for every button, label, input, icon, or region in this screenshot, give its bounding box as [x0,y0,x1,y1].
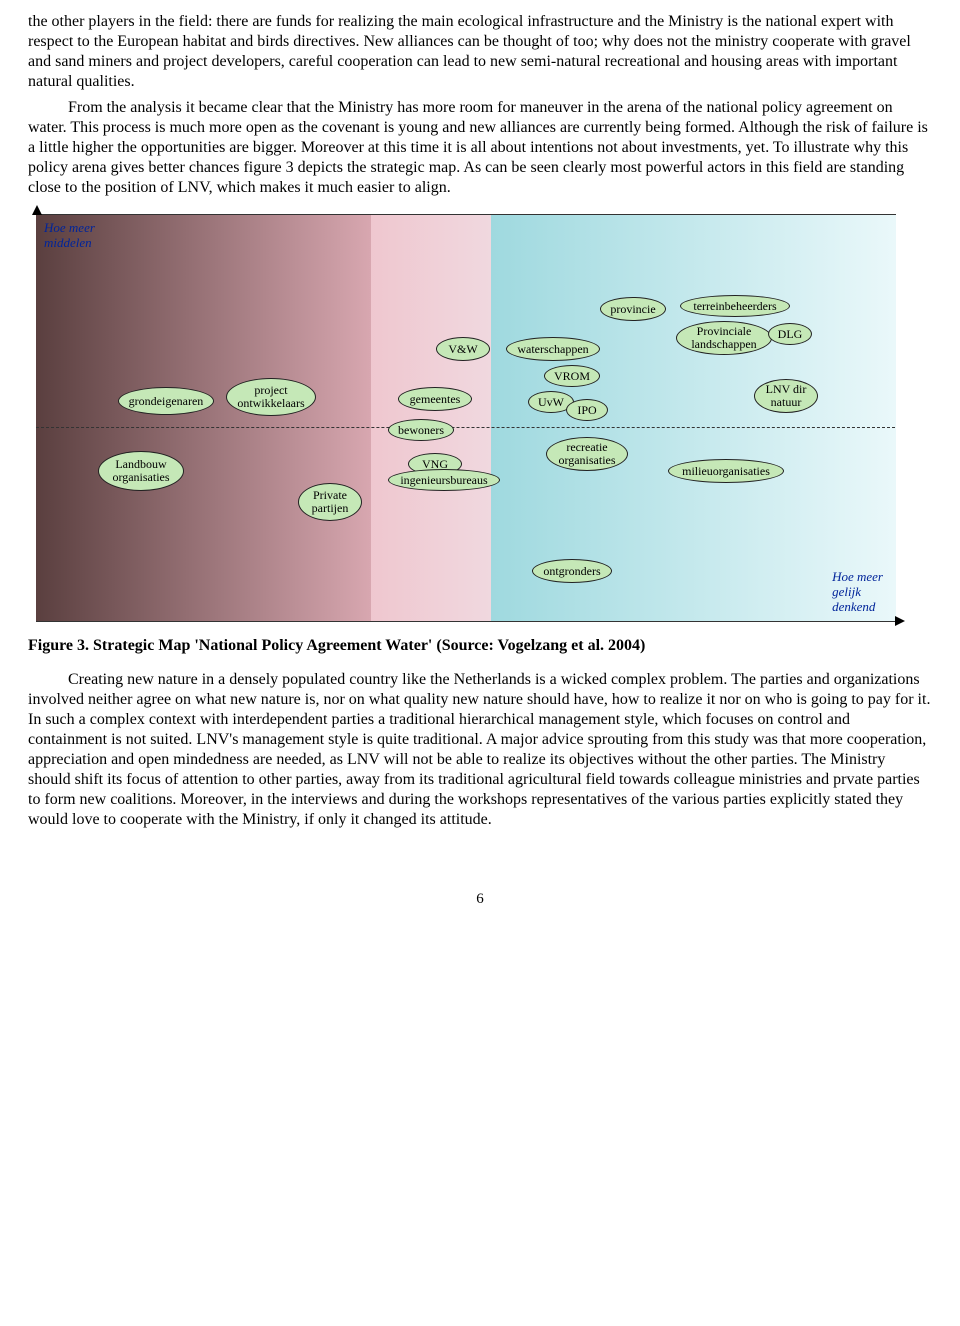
strategic-map-diagram: Hoe meer middelen Hoe meer gelijk denken… [36,214,896,622]
paragraph-3: Creating new nature in a densely populat… [28,670,932,830]
map-node: project ontwikkelaars [226,378,316,416]
map-node: recreatie organisaties [546,437,628,471]
map-node: V&W [436,337,490,361]
x-axis-label: Hoe meer gelijk denkend [832,570,883,615]
map-node: milieuorganisaties [668,459,784,483]
map-node: provincie [600,297,666,321]
map-node: ontgronders [532,559,612,583]
figure-caption: Figure 3. Strategic Map 'National Policy… [28,636,932,656]
map-node: LNV dir natuur [754,379,818,413]
background-gradient-panel [371,215,491,621]
map-node: waterschappen [506,337,600,361]
map-node: IPO [566,399,608,421]
map-node: Provinciale landschappen [676,321,772,355]
paragraph-2: From the analysis it became clear that t… [28,98,932,198]
x-axis-arrow-icon [895,616,905,626]
map-node: terreinbeheerders [680,295,790,317]
page-number: 6 [28,890,932,909]
y-axis-arrow-icon [32,205,42,215]
map-node: VROM [544,365,600,387]
map-node: DLG [768,323,812,345]
map-node: Private partijen [298,483,362,521]
background-gradient-panel [36,215,371,621]
y-axis-label: Hoe meer middelen [44,221,95,251]
map-node: bewoners [388,419,454,441]
paragraph-1: the other players in the field: there ar… [28,12,932,92]
horizontal-threshold-line [36,427,895,428]
map-node: Landbouw organisaties [98,451,184,491]
map-node: gemeentes [398,387,472,411]
map-node: grondeigenaren [118,387,214,415]
map-node: ingenieursbureaus [388,469,500,491]
